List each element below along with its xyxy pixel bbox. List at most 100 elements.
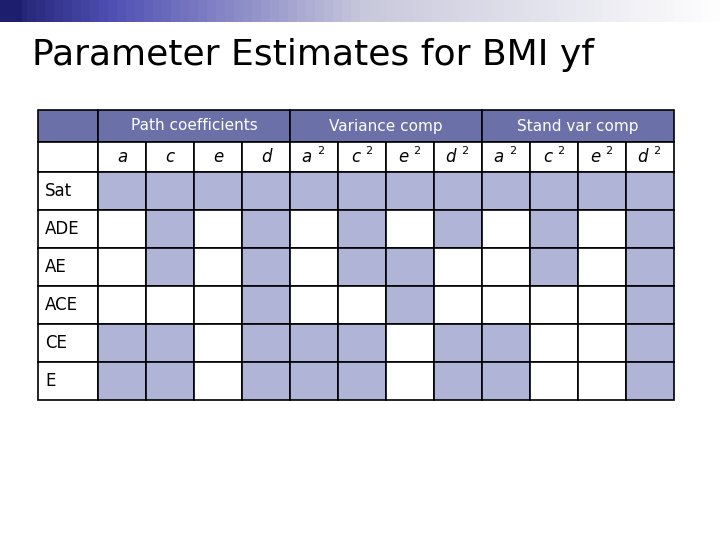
Text: 2: 2 — [365, 146, 372, 156]
Bar — [290, 324, 338, 362]
Bar — [378, 0, 388, 22]
Text: Sat: Sat — [45, 182, 72, 200]
Bar — [540, 0, 550, 22]
Bar — [261, 0, 271, 22]
Bar — [72, 0, 82, 22]
Text: Variance comp: Variance comp — [329, 118, 443, 133]
Bar — [98, 248, 146, 286]
Bar — [578, 248, 626, 286]
Bar — [0, 0, 22, 22]
Bar — [567, 0, 577, 22]
Bar — [432, 0, 442, 22]
Bar — [450, 0, 460, 22]
Text: e: e — [590, 148, 600, 166]
Bar — [98, 362, 146, 400]
Text: 2: 2 — [605, 146, 612, 156]
Bar — [693, 0, 703, 22]
Bar — [530, 142, 578, 172]
Bar — [621, 0, 631, 22]
Bar — [38, 110, 98, 142]
Bar — [578, 172, 626, 210]
Bar — [630, 0, 640, 22]
Bar — [242, 362, 290, 400]
Bar — [342, 0, 352, 22]
Bar — [594, 0, 604, 22]
Bar — [414, 0, 424, 22]
Bar — [338, 210, 386, 248]
Bar — [38, 248, 98, 286]
Bar — [324, 0, 334, 22]
Text: E: E — [45, 372, 55, 390]
Bar — [558, 0, 568, 22]
Bar — [180, 0, 190, 22]
Bar — [360, 0, 370, 22]
Bar — [99, 0, 109, 22]
Bar — [306, 0, 316, 22]
Bar — [530, 362, 578, 400]
Bar — [194, 142, 242, 172]
Bar — [194, 324, 242, 362]
Bar — [144, 0, 154, 22]
Text: d: d — [261, 148, 271, 166]
Bar — [242, 286, 290, 324]
Bar — [434, 210, 482, 248]
Bar — [108, 0, 118, 22]
Bar — [146, 248, 194, 286]
Bar — [482, 362, 530, 400]
Bar — [386, 142, 434, 172]
Bar — [434, 324, 482, 362]
Bar — [288, 0, 298, 22]
Bar — [657, 0, 667, 22]
Bar — [585, 0, 595, 22]
Bar — [639, 0, 649, 22]
Bar — [530, 286, 578, 324]
Bar — [242, 172, 290, 210]
Bar — [315, 0, 325, 22]
Bar — [290, 286, 338, 324]
Bar — [702, 0, 712, 22]
Bar — [612, 0, 622, 22]
Bar — [386, 324, 434, 362]
Text: a: a — [302, 148, 312, 166]
Bar — [477, 0, 487, 22]
Bar — [530, 210, 578, 248]
Bar — [290, 210, 338, 248]
Bar — [482, 110, 674, 142]
Bar — [243, 0, 253, 22]
Bar — [36, 0, 46, 22]
Bar — [711, 0, 720, 22]
Bar — [194, 248, 242, 286]
Bar — [146, 172, 194, 210]
Bar — [194, 362, 242, 400]
Bar — [98, 142, 146, 172]
Bar — [146, 142, 194, 172]
Bar — [117, 0, 127, 22]
Bar — [126, 0, 136, 22]
Bar — [207, 0, 217, 22]
Bar — [81, 0, 91, 22]
Text: c: c — [543, 148, 552, 166]
Text: 2: 2 — [317, 146, 324, 156]
Text: ADE: ADE — [45, 220, 80, 238]
Bar — [434, 286, 482, 324]
Text: a: a — [117, 148, 127, 166]
Text: 2: 2 — [413, 146, 420, 156]
Bar — [684, 0, 694, 22]
Bar — [338, 286, 386, 324]
Bar — [513, 0, 523, 22]
Bar — [0, 0, 10, 22]
Bar — [135, 0, 145, 22]
Bar — [387, 0, 397, 22]
Bar — [482, 286, 530, 324]
Bar — [530, 324, 578, 362]
Bar — [38, 210, 98, 248]
Bar — [338, 248, 386, 286]
Bar — [38, 286, 98, 324]
Bar — [386, 362, 434, 400]
Bar — [434, 142, 482, 172]
Bar — [194, 210, 242, 248]
Bar — [90, 0, 100, 22]
Bar — [626, 248, 674, 286]
Bar — [549, 0, 559, 22]
Bar — [626, 172, 674, 210]
